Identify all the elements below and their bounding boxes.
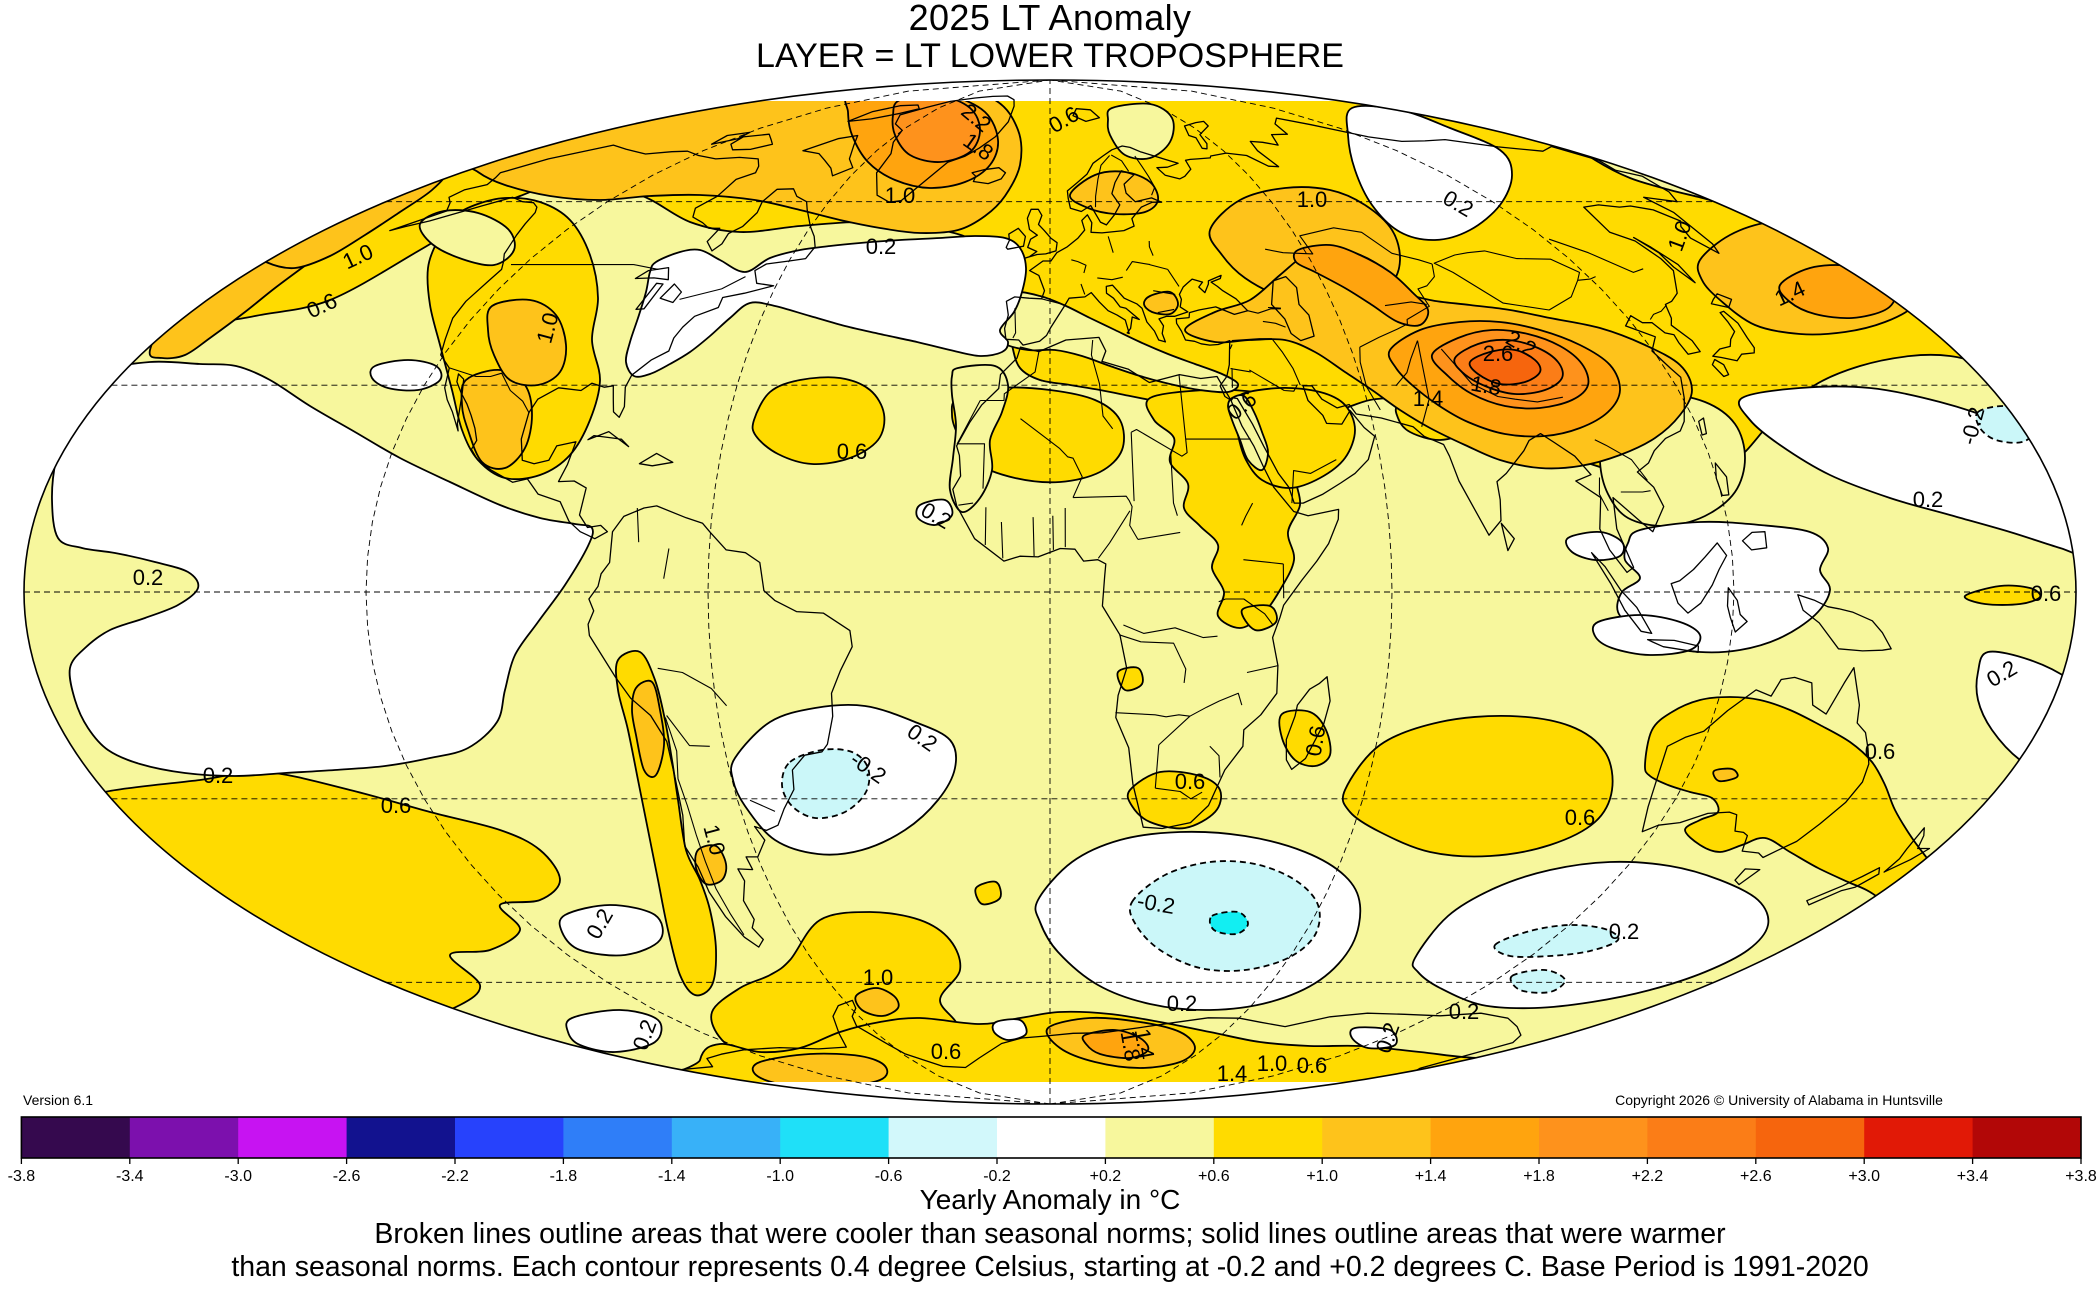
svg-text:LAYER = LT LOWER TROPOSPHERE: LAYER = LT LOWER TROPOSPHERE	[756, 37, 1344, 75]
svg-text:than seasonal norms. Each cont: than seasonal norms. Each contour repres…	[231, 1251, 1868, 1283]
svg-text:0.6: 0.6	[837, 439, 868, 464]
svg-text:0.2: 0.2	[1167, 991, 1198, 1016]
svg-text:2025 LT Anomaly: 2025 LT Anomaly	[909, 0, 1192, 38]
svg-text:0.6: 0.6	[931, 1039, 962, 1064]
svg-text:1.4: 1.4	[1413, 386, 1444, 411]
svg-text:1.4: 1.4	[1130, 1027, 1160, 1061]
svg-text:+0.2: +0.2	[1090, 1168, 1122, 1185]
svg-text:0.6: 0.6	[1565, 805, 1596, 830]
svg-text:+3.0: +3.0	[1848, 1168, 1880, 1185]
svg-text:+3.8: +3.8	[2065, 1168, 2097, 1185]
svg-text:1.4: 1.4	[1217, 1061, 1248, 1086]
svg-text:-0.2: -0.2	[983, 1168, 1011, 1185]
svg-text:+3.4: +3.4	[1957, 1168, 1989, 1185]
svg-text:0.6: 0.6	[381, 793, 412, 818]
svg-text:0.2: 0.2	[866, 234, 897, 259]
svg-text:0.2: 0.2	[1913, 487, 1944, 512]
svg-text:-1.0: -1.0	[766, 1168, 794, 1185]
svg-text:+1.4: +1.4	[1415, 1168, 1447, 1185]
svg-text:0.6: 0.6	[1297, 1053, 1328, 1078]
svg-text:-2.2: -2.2	[441, 1168, 469, 1185]
svg-text:0.2: 0.2	[1449, 999, 1480, 1024]
svg-text:Yearly Anomaly in °C: Yearly Anomaly in °C	[920, 1184, 1181, 1215]
svg-text:Broken lines outline areas tha: Broken lines outline areas that were coo…	[374, 1218, 1726, 1250]
svg-text:2.6: 2.6	[1483, 341, 1514, 366]
svg-text:+0.6: +0.6	[1198, 1168, 1230, 1185]
svg-text:0.2: 0.2	[203, 763, 234, 788]
svg-text:0.2: 0.2	[133, 565, 164, 590]
svg-text:0.2: 0.2	[1609, 919, 1640, 944]
svg-text:-0.6: -0.6	[875, 1168, 903, 1185]
svg-text:0.6: 0.6	[2031, 581, 2062, 606]
svg-text:1.0: 1.0	[1297, 187, 1328, 212]
svg-text:-1.8: -1.8	[550, 1168, 578, 1185]
svg-text:-2.6: -2.6	[333, 1168, 361, 1185]
svg-text:1.0: 1.0	[885, 183, 916, 208]
svg-text:+1.8: +1.8	[1523, 1168, 1555, 1185]
svg-text:+2.6: +2.6	[1740, 1168, 1772, 1185]
svg-text:1.0: 1.0	[1257, 1051, 1288, 1076]
svg-text:-3.0: -3.0	[224, 1168, 252, 1185]
svg-text:0.6: 0.6	[1865, 739, 1896, 764]
svg-text:0.6: 0.6	[1301, 724, 1331, 758]
svg-text:1.8: 1.8	[1116, 1029, 1146, 1063]
svg-text:1.0: 1.0	[863, 965, 894, 990]
svg-text:Copyright 2026 © University of: Copyright 2026 © University of Alabama i…	[1615, 1092, 1943, 1108]
svg-text:-1.4: -1.4	[658, 1168, 686, 1185]
svg-text:Version 6.1: Version 6.1	[23, 1092, 93, 1108]
svg-text:-3.8: -3.8	[8, 1168, 36, 1185]
svg-text:+1.0: +1.0	[1306, 1168, 1338, 1185]
svg-text:+2.2: +2.2	[1632, 1168, 1664, 1185]
svg-text:1.8: 1.8	[1469, 371, 1503, 401]
svg-text:-3.4: -3.4	[116, 1168, 144, 1185]
svg-text:0.6: 0.6	[1175, 769, 1206, 794]
